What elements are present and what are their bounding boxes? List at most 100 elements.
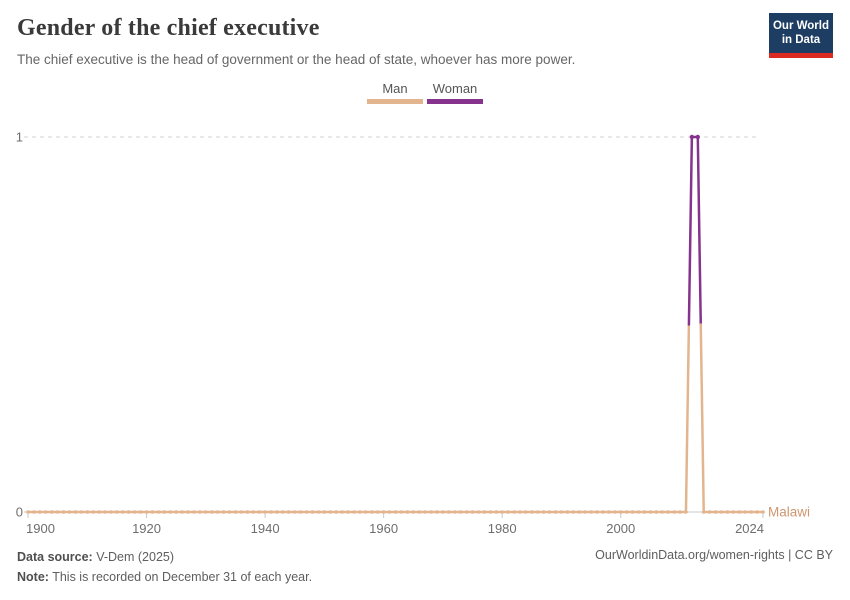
data-point-marker	[97, 510, 101, 514]
data-point-marker	[49, 510, 54, 514]
data-point-marker	[126, 510, 131, 514]
data-point-marker	[121, 510, 125, 514]
data-line-segment	[696, 135, 703, 326]
data-point-marker	[731, 510, 736, 514]
x-tick-label: 1960	[369, 521, 398, 536]
data-point-marker	[38, 510, 42, 514]
data-point-marker	[340, 510, 344, 514]
legend-label: Man	[382, 81, 408, 96]
data-point-marker	[476, 510, 481, 514]
data-point-marker	[381, 510, 386, 514]
data-point-marker	[494, 510, 499, 514]
data-point-marker	[524, 510, 528, 514]
entity-label[interactable]: Malawi	[768, 505, 810, 520]
data-point-marker	[749, 510, 753, 514]
data-point-marker	[684, 510, 688, 514]
data-point-marker	[447, 510, 451, 514]
note-label: Note:	[17, 570, 49, 584]
data-point-marker	[642, 510, 647, 514]
y-tick-label: 0	[16, 505, 23, 520]
data-point-marker	[630, 510, 635, 514]
data-point-marker	[138, 510, 143, 514]
note-line: Note: This is recorded on December 31 of…	[17, 567, 312, 587]
data-point-marker	[482, 510, 487, 514]
legend-item-man[interactable]: Man	[367, 81, 423, 104]
data-point-marker	[541, 510, 546, 514]
data-point-marker	[435, 510, 439, 514]
footer-notes: Data source: V-Dem (2025) Note: This is …	[17, 547, 312, 587]
data-point-marker	[589, 510, 593, 514]
data-point-marker	[67, 510, 72, 514]
data-point-marker	[512, 510, 516, 514]
data-point-marker	[316, 510, 321, 514]
data-point-marker	[423, 510, 427, 514]
data-line	[26, 135, 765, 514]
data-point-marker	[707, 510, 712, 514]
y-tick-label: 1	[16, 130, 23, 145]
x-tick-label: 1980	[488, 521, 517, 536]
data-point-marker	[713, 510, 718, 514]
data-point-marker	[559, 510, 564, 514]
data-point-marker	[375, 510, 380, 514]
data-point-marker	[506, 510, 510, 514]
data-point-marker	[470, 510, 475, 514]
data-point-marker	[648, 510, 653, 514]
data-point-marker	[221, 510, 226, 514]
data-point-marker	[654, 510, 659, 514]
data-line-segment	[684, 323, 691, 514]
legend-swatch	[427, 99, 483, 104]
data-point-marker	[518, 510, 522, 514]
data-point-marker	[156, 510, 161, 514]
data-point-marker	[464, 510, 469, 514]
data-point-marker	[601, 510, 605, 514]
x-tick-label: 1900	[26, 521, 55, 536]
data-point-marker	[452, 510, 457, 514]
data-point-marker	[132, 510, 137, 514]
data-point-marker	[79, 510, 84, 514]
data-point-marker	[666, 510, 670, 514]
data-point-marker	[364, 510, 368, 514]
data-point-marker	[73, 510, 78, 514]
data-line-segment	[687, 135, 694, 326]
data-point-marker	[257, 510, 261, 514]
legend-item-woman[interactable]: Woman	[427, 81, 483, 104]
data-point-marker	[209, 510, 214, 514]
page-title: Gender of the chief executive	[17, 15, 320, 41]
data-point-marker	[85, 510, 90, 514]
data-point-marker	[103, 510, 107, 514]
data-point-marker	[26, 510, 30, 514]
data-point-markers	[26, 134, 765, 514]
data-point-marker	[411, 510, 416, 514]
owid-logo[interactable]: Our World in Data	[769, 13, 833, 58]
data-point-marker	[405, 510, 410, 514]
data-point-marker	[298, 510, 303, 514]
data-point-marker	[488, 510, 493, 514]
data-point-marker	[245, 510, 250, 514]
data-point-marker	[678, 510, 682, 514]
data-point-marker	[583, 510, 587, 514]
data-point-marker	[239, 510, 244, 514]
data-point-marker	[441, 510, 445, 514]
legend-label: Woman	[432, 81, 478, 96]
data-point-marker	[334, 510, 339, 514]
data-source-label: Data source:	[17, 550, 93, 564]
data-point-marker	[198, 510, 202, 514]
data-point-marker	[215, 510, 220, 514]
x-tick-label: 1920	[132, 521, 161, 536]
data-point-marker	[287, 510, 291, 514]
data-point-marker	[204, 510, 208, 514]
data-point-marker	[186, 510, 190, 514]
data-point-marker	[358, 510, 362, 514]
data-point-marker	[595, 510, 599, 514]
data-point-marker	[618, 510, 623, 514]
data-point-marker	[417, 510, 422, 514]
data-point-marker	[180, 510, 184, 514]
data-point-marker	[281, 510, 285, 514]
data-point-marker	[429, 510, 433, 514]
data-point-marker	[369, 510, 374, 514]
credit-link[interactable]: OurWorldinData.org/women-rights | CC BY	[595, 548, 833, 562]
data-point-marker	[636, 510, 641, 514]
data-point-marker	[251, 510, 256, 514]
data-point-marker	[304, 510, 309, 514]
